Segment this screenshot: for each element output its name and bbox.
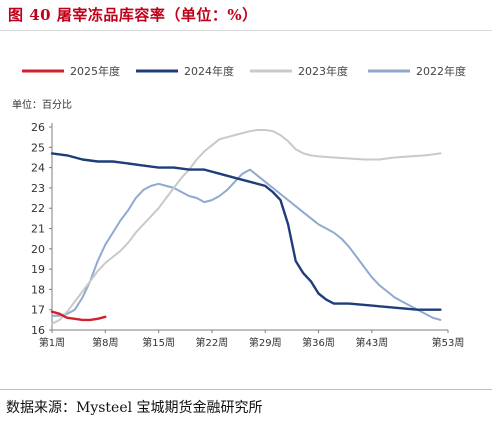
y-tick-label: 17 (31, 304, 45, 317)
series-line-2023年度 (51, 129, 442, 325)
y-tick-label: 18 (31, 283, 45, 296)
x-tick-label: 第22周 (196, 336, 229, 349)
chart-legend: 2025年度 2024年度 2023年度 2022年度 (22, 64, 466, 78)
title-divider (0, 30, 492, 31)
y-tick-label: 19 (31, 263, 45, 276)
legend-label: 2023年度 (298, 64, 348, 78)
footer-divider (0, 389, 492, 390)
x-tick-label: 第1周 (39, 336, 65, 349)
x-tick-label: 第43周 (355, 336, 388, 349)
series-line-2024年度 (50, 152, 442, 311)
y-unit-label: 单位：百分比 (12, 100, 72, 111)
legend-label: 2025年度 (70, 64, 120, 78)
y-tick-label: 20 (31, 243, 45, 256)
y-tick-label: 26 (31, 121, 45, 134)
x-tick-label: 第36周 (302, 336, 335, 349)
x-tick-label: 第8周 (92, 336, 118, 349)
chart-axes: 16 17 18 19 20 21 22 23 24 25 26 第1周 第8周 第15周 第22周 第29周… (31, 121, 464, 349)
legend-label: 2024年度 (184, 64, 234, 78)
series-line-2022年度 (51, 168, 442, 321)
x-tick-label: 第29周 (249, 336, 282, 349)
y-tick-label: 23 (31, 182, 45, 195)
legend-label: 2022年度 (416, 64, 466, 78)
y-tick-label: 22 (31, 202, 45, 215)
chart-title: 图 40 屠宰冻品库容率（单位：%） (8, 6, 258, 24)
source-note: 数据来源：Mysteel 宝城期货金融研究所 (6, 400, 263, 416)
chart-series (50, 129, 442, 325)
y-tick-label: 21 (31, 223, 45, 236)
y-tick-label: 24 (31, 162, 45, 175)
x-tick-label: 第15周 (142, 336, 175, 349)
x-tick-label: 第53周 (432, 336, 465, 349)
y-tick-label: 25 (31, 141, 45, 154)
series-line-2025年度 (50, 310, 107, 322)
y-tick-label: 16 (31, 324, 45, 337)
